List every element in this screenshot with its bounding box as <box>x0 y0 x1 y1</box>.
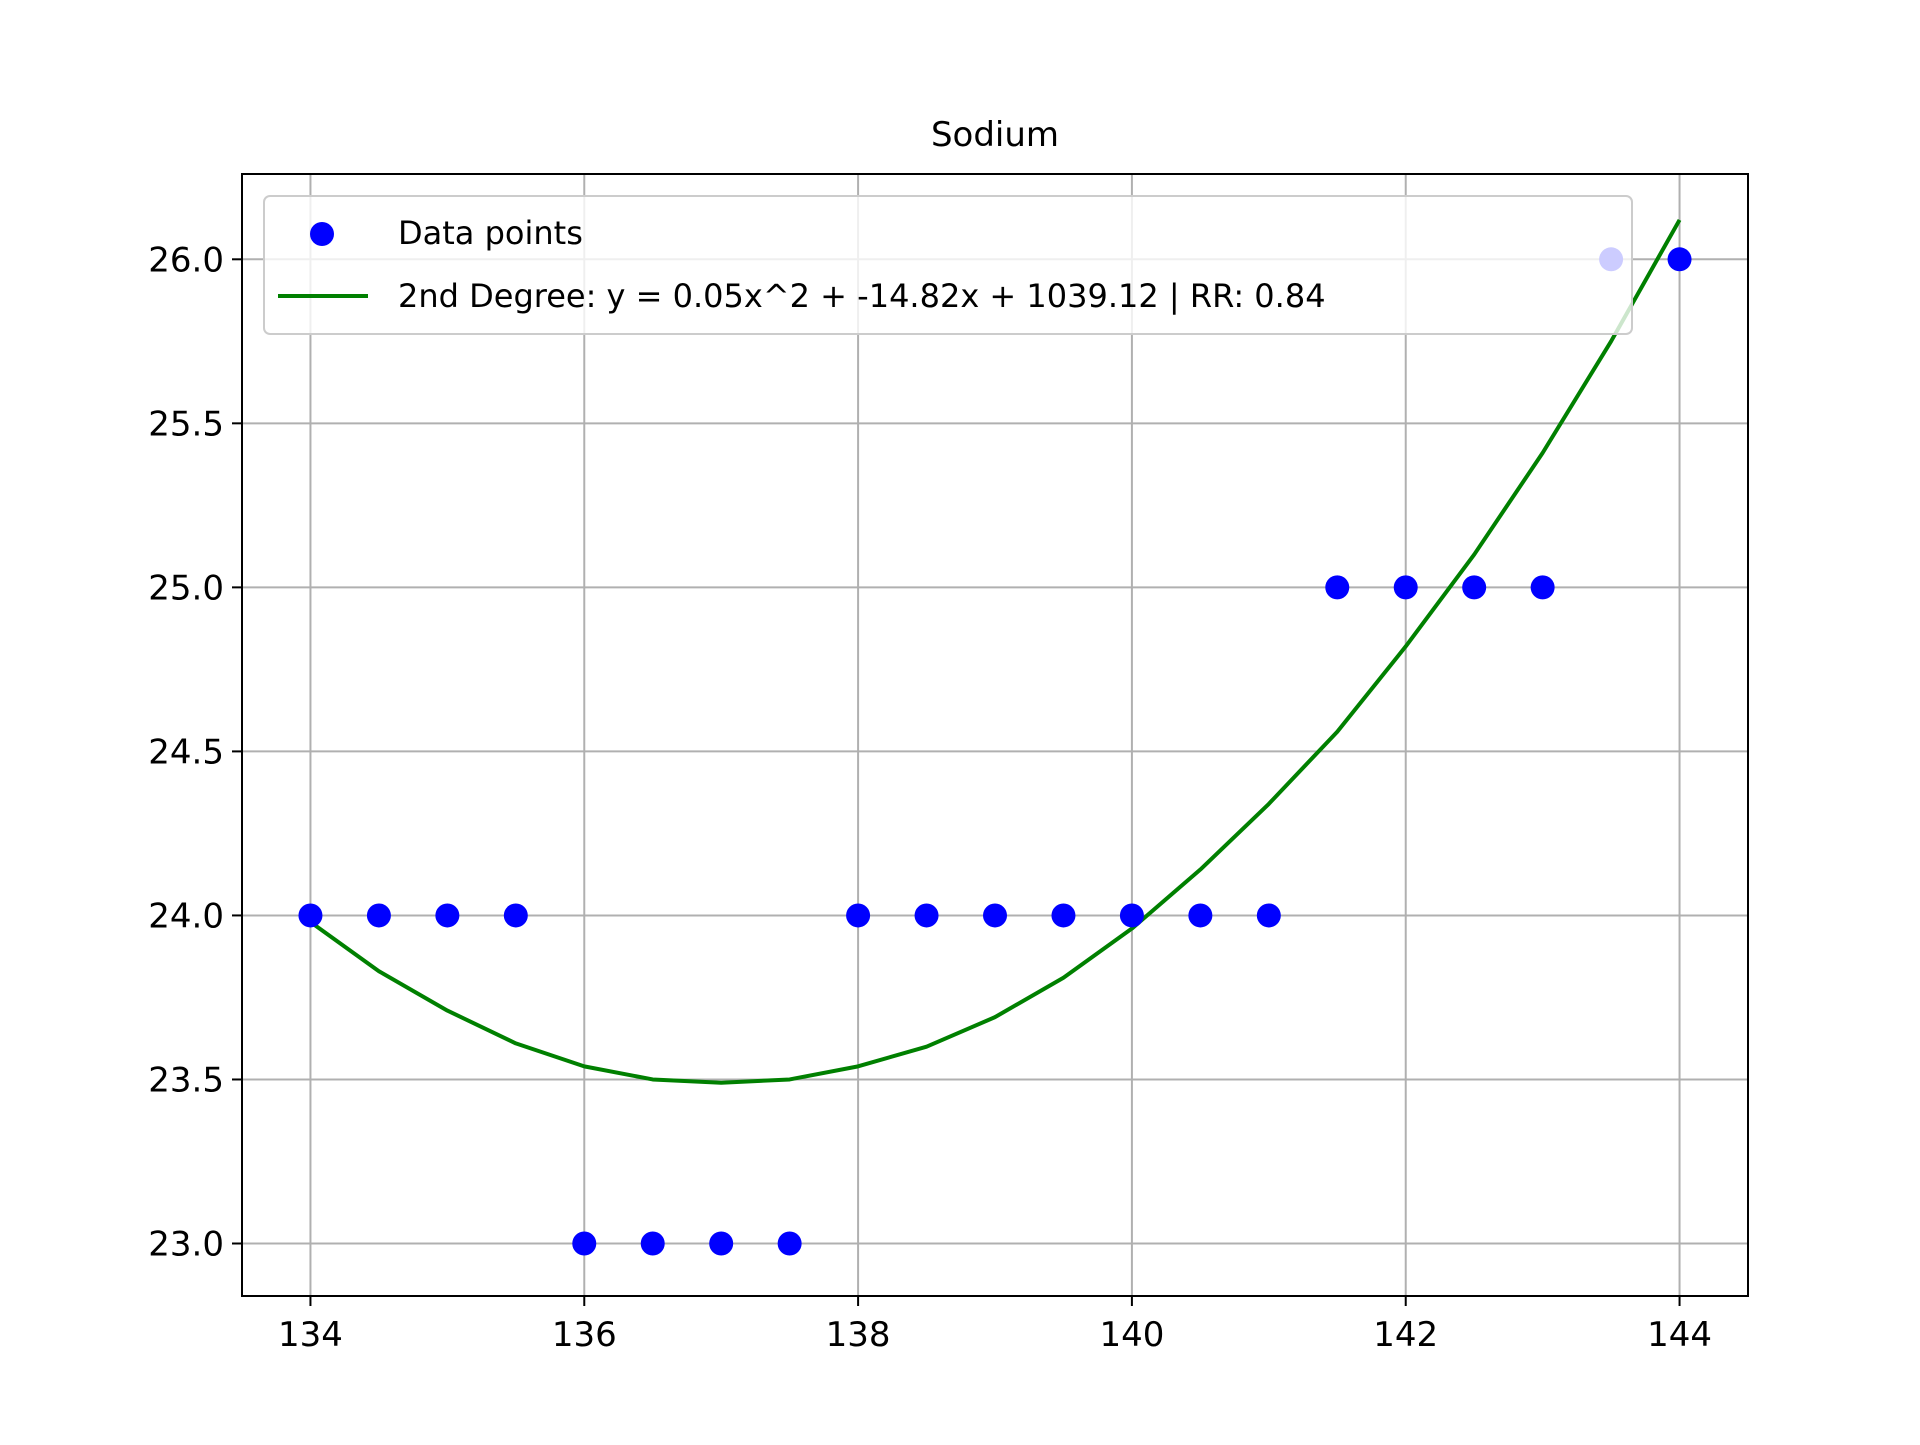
data-point <box>503 903 528 928</box>
data-point <box>1393 575 1418 600</box>
data-point <box>1051 903 1076 928</box>
legend-marker-data-points <box>310 222 334 246</box>
fit-curve-line <box>309 218 1682 1085</box>
y-tick-label: 26.0 <box>148 240 224 280</box>
legend-label-fit-line: 2nd Degree: y = 0.05x^2 + -14.82x + 1039… <box>398 277 1326 315</box>
x-tick-label: 140 <box>1099 1315 1164 1355</box>
axes-frame <box>241 173 1749 1297</box>
data-point <box>1119 903 1144 928</box>
data-point <box>914 903 939 928</box>
data-point <box>1256 903 1281 928</box>
y-tick-label: 25.5 <box>148 404 224 444</box>
data-point <box>846 903 871 928</box>
x-tick-label: 136 <box>552 1315 617 1355</box>
data-point <box>1325 575 1350 600</box>
x-tick-label: 134 <box>278 1315 343 1355</box>
data-point <box>366 903 391 928</box>
data-point <box>1530 575 1555 600</box>
legend-box <box>263 195 1633 335</box>
y-tick-label: 23.5 <box>148 1060 224 1100</box>
data-point <box>983 903 1007 928</box>
data-point <box>572 1231 597 1256</box>
chart-title: Sodium <box>931 115 1059 155</box>
y-tick-label: 23.0 <box>148 1225 224 1265</box>
x-tick-label: 138 <box>826 1315 891 1355</box>
x-tick-label: 142 <box>1373 1315 1438 1355</box>
data-point <box>709 1231 734 1256</box>
data-point <box>777 1231 802 1256</box>
y-tick-label: 24.5 <box>148 732 224 772</box>
data-point <box>1188 903 1213 928</box>
y-tick-label: 24.0 <box>148 896 224 936</box>
legend-label-data-points: Data points <box>398 214 583 252</box>
data-point <box>1462 575 1487 600</box>
grid <box>242 174 1748 1296</box>
fit-curve-layer <box>309 218 1682 1085</box>
ticks: 134 136 138 140 142 144 23.0 23.5 24.0 24.5 25.0 25… <box>148 240 1712 1355</box>
x-tick-label: 144 <box>1647 1315 1712 1355</box>
data-points-layer <box>298 247 1692 1256</box>
data-point <box>640 1231 665 1256</box>
data-point <box>1667 247 1692 272</box>
y-tick-label: 25.0 <box>148 568 224 608</box>
data-point <box>435 903 460 928</box>
data-point <box>298 903 323 928</box>
legend: Data points 2nd Degree: y = 0.05x^2 + -1… <box>263 195 1633 335</box>
